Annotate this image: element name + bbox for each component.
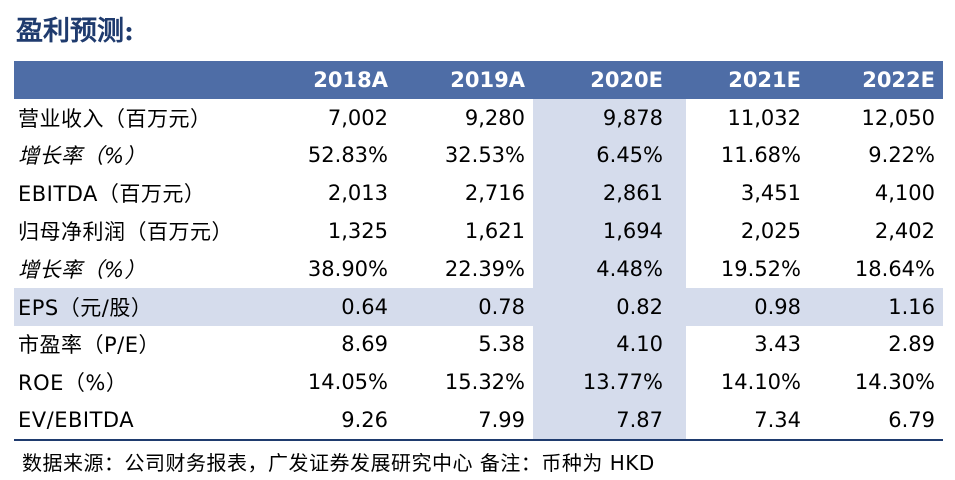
cell-2021e: 3,451 xyxy=(740,181,801,206)
row-label: ROE（%） xyxy=(18,371,128,396)
cell-2019a: 1,621 xyxy=(464,219,525,244)
row-label: 增长率（%） xyxy=(18,257,146,282)
cell-2019a: 9,280 xyxy=(464,105,525,130)
cell-2021e: 11.68% xyxy=(720,143,801,168)
cell-2019a: 32.53% xyxy=(444,143,525,168)
row-label: 增长率（%） xyxy=(18,144,146,169)
cell-2019a: 7.99 xyxy=(478,408,525,433)
page-title: 盈利预测: xyxy=(16,16,134,47)
header-2021e: 2021E xyxy=(728,67,801,92)
cell-2022e: 12,050 xyxy=(861,105,935,130)
earnings-forecast-table: 2018A 2019A 2020E 2021E 2022E 营业收入（百万元） … xyxy=(14,61,943,439)
cell-2020e: 0.82 xyxy=(616,294,663,319)
row-label: EPS（元/股） xyxy=(18,295,153,320)
table-header-row: 2018A 2019A 2020E 2021E 2022E xyxy=(14,61,943,99)
cell-2021e: 7.34 xyxy=(754,408,801,433)
header-2022e: 2022E xyxy=(862,67,935,92)
cell-2018a: 38.90% xyxy=(307,256,388,281)
cell-2022e: 18.64% xyxy=(854,256,935,281)
row-label: 市盈率（P/E） xyxy=(18,333,161,358)
cell-2022e: 2.89 xyxy=(888,332,935,357)
cell-2018a: 1,325 xyxy=(327,219,388,244)
cell-2021e: 3.43 xyxy=(754,332,801,357)
row-label: EBITDA（百万元） xyxy=(18,182,206,207)
cell-2022e: 6.79 xyxy=(888,408,935,433)
cell-2020e: 6.45% xyxy=(596,143,663,168)
cell-2022e: 1.16 xyxy=(888,294,935,319)
table-row-revenue-growth: 增长率（%） 52.83% 32.53% 6.45% 11.68% 9.22% xyxy=(14,137,943,175)
cell-2020e: 4.10 xyxy=(616,332,663,357)
cell-2018a: 8.69 xyxy=(341,332,388,357)
table-row-profit-growth: 增长率（%） 38.90% 22.39% 4.48% 19.52% 18.64% xyxy=(14,250,943,288)
cell-2021e: 19.52% xyxy=(720,256,801,281)
cell-2022e: 9.22% xyxy=(868,143,935,168)
cell-2019a: 2,716 xyxy=(464,181,525,206)
cell-2020e: 4.48% xyxy=(596,256,663,281)
cell-2022e: 4,100 xyxy=(874,181,935,206)
header-2018a: 2018A xyxy=(313,67,388,92)
table-row-ebitda: EBITDA（百万元） 2,013 2,716 2,861 3,451 4,10… xyxy=(14,174,943,212)
cell-2018a: 7,002 xyxy=(327,105,388,130)
cell-2019a: 0.78 xyxy=(478,294,525,319)
table-row-ev-ebitda: EV/EBITDA 9.26 7.99 7.87 7.34 6.79 xyxy=(14,401,943,439)
cell-2018a: 9.26 xyxy=(341,408,388,433)
cell-2018a: 0.64 xyxy=(341,294,388,319)
cell-2019a: 15.32% xyxy=(444,370,525,395)
cell-2021e: 2,025 xyxy=(740,219,801,244)
header-2019a: 2019A xyxy=(450,67,525,92)
row-label: 营业收入（百万元） xyxy=(18,106,212,131)
cell-2018a: 2,013 xyxy=(327,181,388,206)
cell-2020e: 13.77% xyxy=(582,370,663,395)
source-note: 数据来源：公司财务报表，广发证券发展研究中心 备注：币种为 HKD xyxy=(22,451,655,475)
cell-2021e: 0.98 xyxy=(754,294,801,319)
cell-2019a: 22.39% xyxy=(444,256,525,281)
cell-2022e: 2,402 xyxy=(874,219,935,244)
cell-2020e: 2,861 xyxy=(602,181,663,206)
row-label: EV/EBITDA xyxy=(18,408,135,433)
cell-2019a: 5.38 xyxy=(478,332,525,357)
row-label: 归母净利润（百万元） xyxy=(18,220,233,245)
table-row-revenue: 营业收入（百万元） 7,002 9,280 9,878 11,032 12,05… xyxy=(14,99,943,137)
highlight-column-2020e xyxy=(533,61,686,439)
cell-2021e: 11,032 xyxy=(727,105,801,130)
table-row-pe: 市盈率（P/E） 8.69 5.38 4.10 3.43 2.89 xyxy=(14,326,943,364)
table-bottom-rule xyxy=(14,439,943,441)
table-row-roe: ROE（%） 14.05% 15.32% 13.77% 14.10% 14.30… xyxy=(14,363,943,401)
cell-2018a: 14.05% xyxy=(307,370,388,395)
cell-2022e: 14.30% xyxy=(854,370,935,395)
table-row-net-profit: 归母净利润（百万元） 1,325 1,621 1,694 2,025 2,402 xyxy=(14,212,943,250)
cell-2021e: 14.10% xyxy=(720,370,801,395)
cell-2020e: 9,878 xyxy=(602,105,663,130)
cell-2020e: 7.87 xyxy=(616,408,663,433)
header-2020e: 2020E xyxy=(590,67,663,92)
cell-2018a: 52.83% xyxy=(307,143,388,168)
cell-2020e: 1,694 xyxy=(602,219,663,244)
table-row-eps: EPS（元/股） 0.64 0.78 0.82 0.98 1.16 xyxy=(14,287,943,326)
